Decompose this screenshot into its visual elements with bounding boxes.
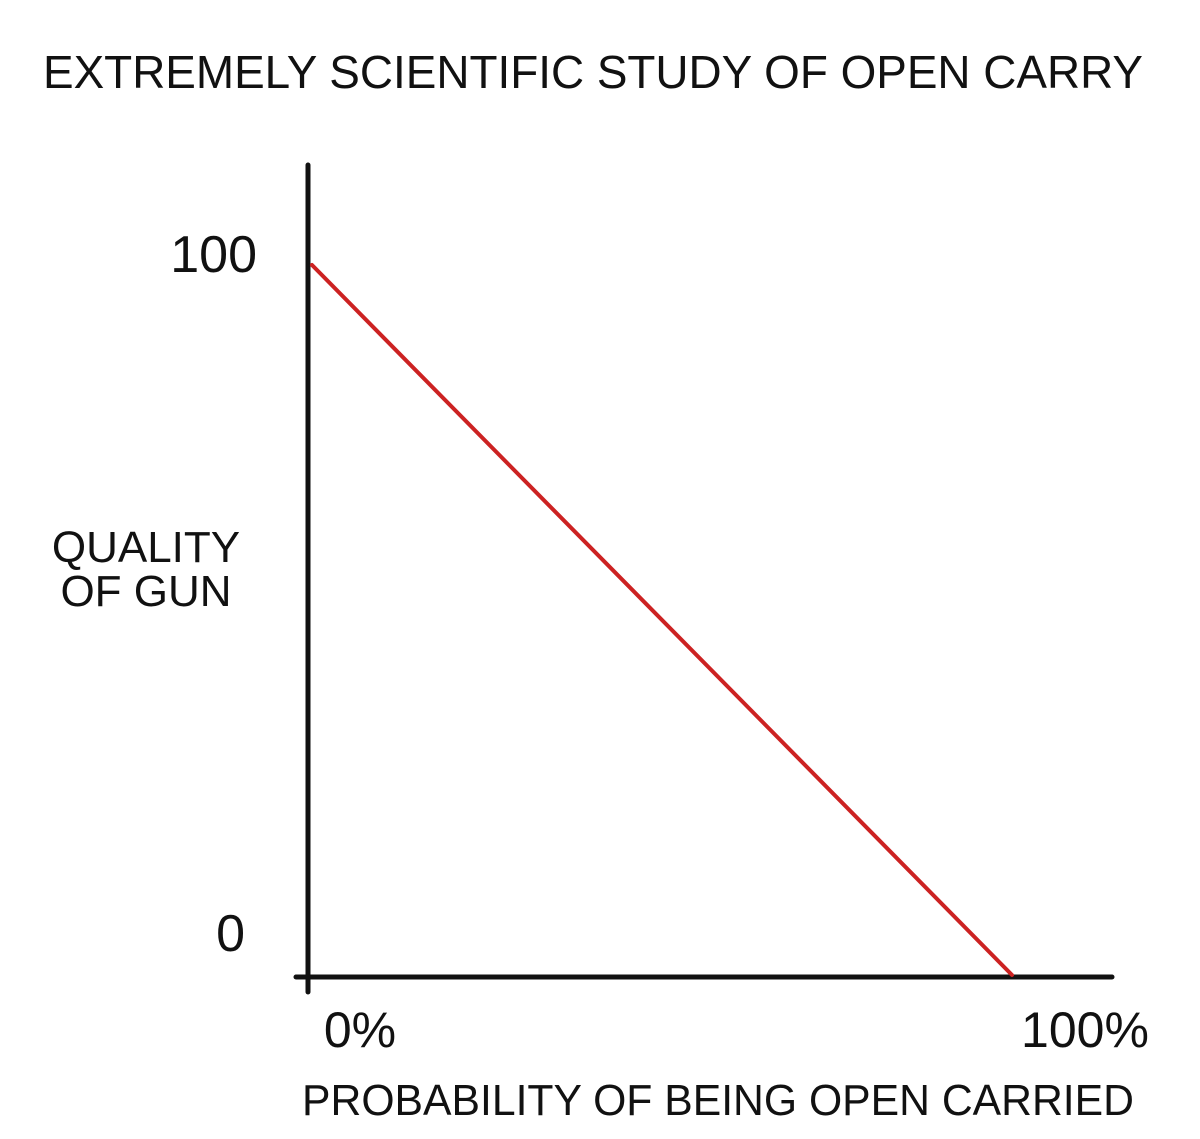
y-tick-label-0: 0 — [216, 905, 245, 963]
y-axis-label-line-1: QUALITY — [52, 523, 240, 572]
chart-title: EXTREMELY SCIENTIFIC STUDY OF OPEN CARRY — [43, 46, 1143, 98]
x-tick-label-0-percent: 0% — [324, 1002, 396, 1058]
x-tick-label-100-percent: 100% — [1021, 1002, 1149, 1058]
y-tick-label-100: 100 — [170, 226, 257, 284]
series-line — [310, 263, 1014, 977]
y-axis-label-line-2: OF GUN — [60, 567, 231, 616]
x-axis-label: PROBABILITY OF BEING OPEN CARRIED — [302, 1076, 1134, 1125]
